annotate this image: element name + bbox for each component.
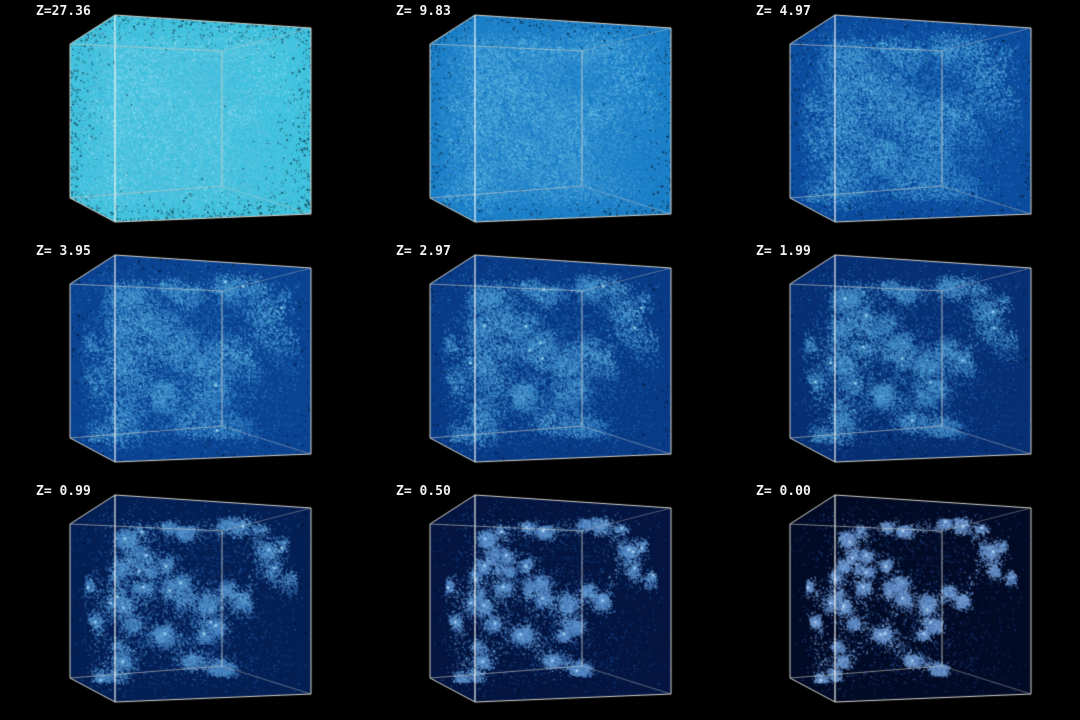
simulation-canvas	[0, 480, 360, 720]
simulation-panel: Z= 1.99	[720, 240, 1080, 480]
simulation-canvas	[720, 480, 1080, 720]
redshift-label: Z= 4.97	[756, 4, 811, 19]
simulation-panel: Z= 4.97	[720, 0, 1080, 240]
simulation-canvas	[0, 0, 360, 240]
simulation-panel: Z= 0.00	[720, 480, 1080, 720]
simulation-canvas	[360, 0, 720, 240]
simulation-panel: Z= 0.99	[0, 480, 360, 720]
redshift-label: Z=27.36	[36, 4, 91, 19]
simulation-canvas	[0, 240, 360, 480]
redshift-label: Z= 2.97	[396, 244, 451, 259]
simulation-canvas	[720, 0, 1080, 240]
simulation-panel: Z= 9.83	[360, 0, 720, 240]
simulation-canvas	[720, 240, 1080, 480]
simulation-panel: Z= 3.95	[0, 240, 360, 480]
simulation-panel: Z= 2.97	[360, 240, 720, 480]
redshift-label: Z= 0.00	[756, 484, 811, 499]
simulation-panel: Z= 0.50	[360, 480, 720, 720]
redshift-label: Z= 1.99	[756, 244, 811, 259]
simulation-panel: Z=27.36	[0, 0, 360, 240]
simulation-canvas	[360, 480, 720, 720]
redshift-label: Z= 3.95	[36, 244, 91, 259]
redshift-label: Z= 0.99	[36, 484, 91, 499]
redshift-label: Z= 9.83	[396, 4, 451, 19]
redshift-label: Z= 0.50	[396, 484, 451, 499]
simulation-canvas	[360, 240, 720, 480]
